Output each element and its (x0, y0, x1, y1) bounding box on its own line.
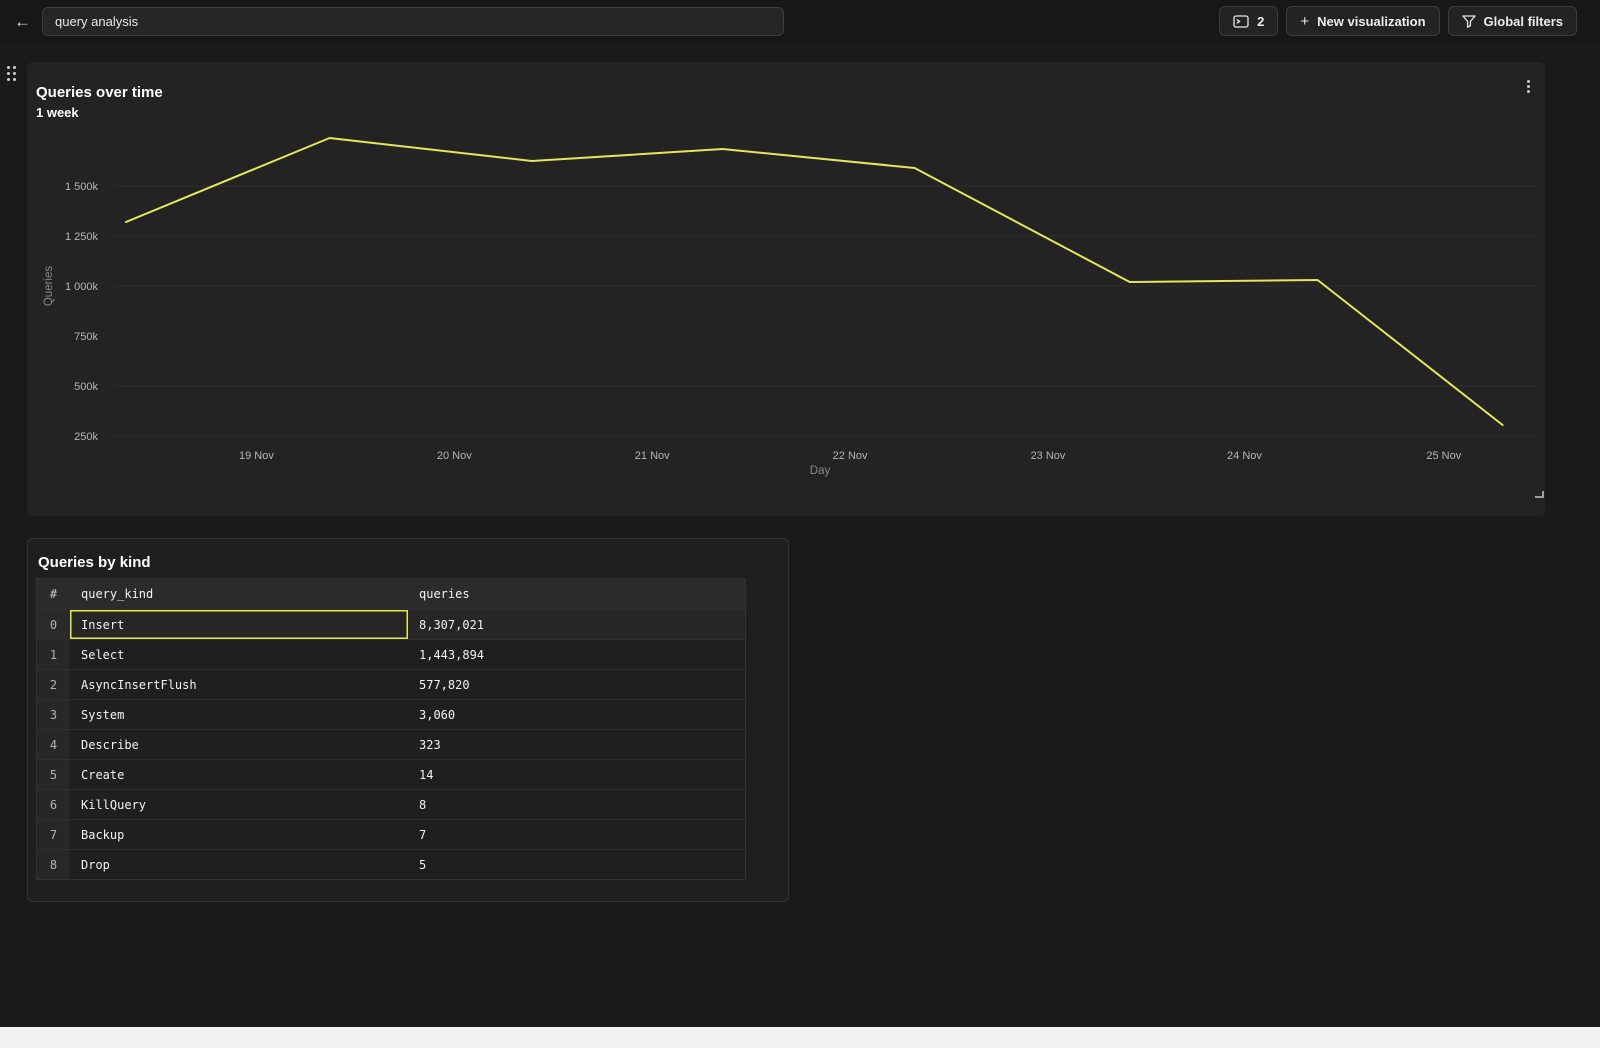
x-tick-label: 23 Nov (1031, 450, 1066, 462)
y-tick-label: 750k (74, 331, 98, 343)
chart-title: Queries over time (36, 84, 163, 101)
cell-queries[interactable]: 5 (419, 857, 427, 872)
y-tick-label: 1 000k (65, 281, 99, 293)
cell-query-kind[interactable]: Backup (81, 827, 125, 842)
cell-queries[interactable]: 577,820 (419, 677, 470, 692)
back-arrow-icon[interactable]: ← (14, 11, 31, 31)
new-visualization-button[interactable]: + New visualization (1286, 6, 1440, 36)
y-tick-label: 1 250k (65, 231, 99, 243)
resize-corner-icon[interactable] (1535, 491, 1544, 498)
cell-queries[interactable]: 14 (419, 767, 434, 782)
queries-over-time-panel: Queries over time 1 week 1 500k 1 250k 1 0… (27, 62, 1545, 516)
cell-index[interactable]: 3 (37, 700, 70, 729)
cell-index[interactable]: 2 (37, 670, 70, 699)
queries-by-kind-table: # query_kind queries 0 Insert 8,307,021 1 Sele… (36, 578, 746, 880)
cell-queries[interactable]: 323 (419, 737, 441, 752)
cell-query-kind[interactable]: Drop (81, 857, 110, 872)
chart-subtitle: 1 week (36, 105, 79, 120)
sql-console-icon (1233, 14, 1249, 28)
x-tick-label: 21 Nov (635, 450, 670, 462)
table-row: 5 Create 14 (37, 759, 745, 789)
table-body: 0 Insert 8,307,021 1 Select 1,443,894 2 AsyncIn… (37, 609, 745, 879)
cell-queries[interactable]: 3,060 (419, 707, 456, 722)
table-row: 4 Describe 323 (37, 729, 745, 759)
cell-index[interactable]: 6 (37, 790, 70, 819)
global-filters-label: Global filters (1483, 13, 1563, 29)
table-row: 3 System 3,060 (37, 699, 745, 729)
topbar-actions: 2 + New visualization Global filters (1219, 6, 1577, 36)
y-tick-label: 1 500k (65, 181, 99, 193)
table-row: 8 Drop 5 (37, 849, 745, 879)
cell-queries[interactable]: 7 (419, 827, 427, 842)
column-header-query-kind[interactable]: query_kind (81, 587, 154, 601)
cell-index[interactable]: 1 (37, 640, 70, 669)
cell-index[interactable]: 4 (37, 730, 70, 759)
visualization-count-button[interactable]: 2 (1219, 6, 1279, 36)
cell-query-kind[interactable]: Describe (81, 737, 139, 752)
chart-panel-header: Queries over time 1 week (27, 62, 1545, 123)
y-axis-title: Queries (43, 266, 55, 307)
x-tick-label: 19 Nov (239, 450, 274, 462)
plus-icon: + (1300, 12, 1310, 30)
drag-handle-icon[interactable] (7, 66, 16, 81)
queries-by-kind-panel: Queries by kind # query_kind queries 0 Inse… (27, 538, 789, 902)
table-title: Queries by kind (38, 554, 151, 571)
y-tick-label: 500k (74, 381, 98, 393)
cell-index[interactable]: 7 (37, 820, 70, 849)
x-tick-label: 25 Nov (1426, 450, 1461, 462)
kebab-menu-icon[interactable] (1525, 78, 1532, 95)
x-tick-label: 20 Nov (437, 450, 472, 462)
x-tick-label: 22 Nov (833, 450, 868, 462)
series-line-queries (124, 137, 1504, 426)
table-row: 2 AsyncInsertFlush 577,820 (37, 669, 745, 699)
topbar: ← 2 + New visualization Global filters (0, 0, 1600, 42)
column-header-queries[interactable]: queries (419, 587, 470, 601)
cell-queries[interactable]: 1,443,894 (419, 647, 485, 662)
funnel-icon (1461, 14, 1476, 28)
cell-queries[interactable]: 8 (419, 797, 427, 812)
cell-query-kind[interactable]: Insert (70, 610, 408, 639)
column-header-index[interactable]: # (49, 587, 58, 601)
queries-over-time-chart: 1 500k 1 250k 1 000k 750k 500k 250k 19 Nov 20 N… (43, 137, 1537, 477)
cell-query-kind[interactable]: Select (81, 647, 125, 662)
cell-index[interactable]: 8 (37, 850, 70, 879)
global-filters-button[interactable]: Global filters (1447, 6, 1577, 36)
table-row: 6 KillQuery 8 (37, 789, 745, 819)
new-visualization-label: New visualization (1317, 13, 1426, 29)
cell-query-kind[interactable]: AsyncInsertFlush (81, 677, 197, 692)
visualization-count-label: 2 (1257, 13, 1265, 29)
x-axis-title: Day (810, 465, 831, 477)
table-row: 1 Select 1,443,894 (37, 639, 745, 669)
cell-index[interactable]: 5 (37, 760, 70, 789)
x-tick-label: 24 Nov (1227, 450, 1262, 462)
table-row: 7 Backup 7 (37, 819, 745, 849)
cell-query-kind[interactable]: Create (81, 767, 125, 782)
cell-index[interactable]: 0 (37, 610, 70, 639)
cell-query-kind[interactable]: System (81, 707, 125, 722)
y-tick-label: 250k (74, 431, 98, 443)
cell-query-kind[interactable]: KillQuery (81, 797, 147, 812)
page-bottom-strip (0, 1027, 1600, 1048)
table-row: 0 Insert 8,307,021 (37, 609, 745, 639)
table-header-row: # query_kind queries (37, 579, 745, 609)
cell-queries[interactable]: 8,307,021 (419, 617, 485, 632)
dashboard-title-input[interactable] (42, 6, 784, 36)
